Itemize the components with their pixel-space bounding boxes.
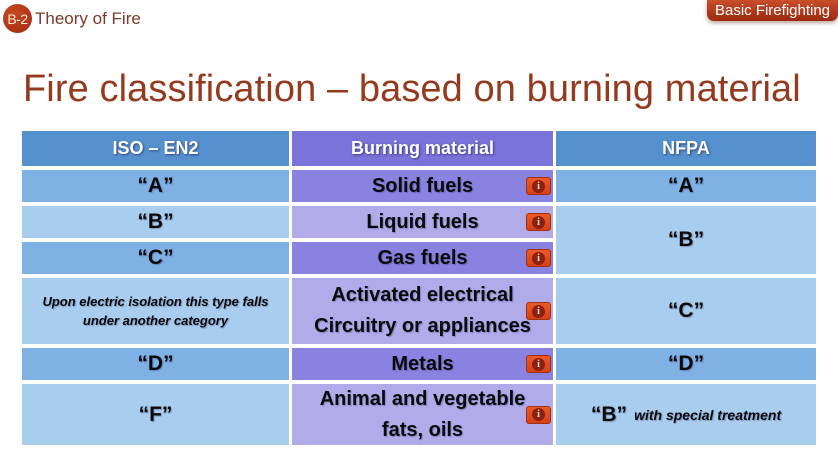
cell-nfpa-a: “A” [556,170,816,202]
cell-iso-c: “C” [22,242,289,274]
info-icon-liquid-fuels[interactable]: i [526,213,551,231]
cell-iso-f: “F” [22,384,289,445]
info-icon-solid-fuels[interactable]: i [526,177,551,195]
cell-iso-d: “D” [22,348,289,380]
cell-nfpa-b-special-note: with special treatment [634,406,782,423]
cell-nfpa-b-merged: “B” [556,206,816,274]
cell-burning-metals: Metals i [292,348,553,380]
slide-title: Fire classification – based on burning m… [23,68,801,110]
cell-burning-electrical-text: Activated electrical Circuitry or applia… [314,284,531,337]
cell-iso-a: “A” [22,170,289,202]
course-ribbon-label: Basic Firefighting [714,2,831,19]
cell-iso-b: “B” [22,206,289,238]
info-icon-metals[interactable]: i [526,355,551,373]
cell-burning-gas-fuels-text: Gas fuels [377,246,468,269]
info-icon-electrical[interactable]: i [526,302,551,320]
col-header-burning-material: Burning material [292,131,553,166]
cell-iso-electric-note: Upon electric isolation this type falls … [22,278,289,344]
cell-burning-gas-fuels: Gas fuels i [292,242,553,274]
cell-burning-metals-text: Metals [391,352,454,375]
cell-nfpa-c: “C” [556,278,816,344]
lesson-badge-code: B-2 [7,10,28,27]
cell-burning-liquid-fuels-text: Liquid fuels [366,210,479,233]
cell-nfpa-b-special: “B” with special treatment [556,384,816,445]
cell-nfpa-b-special-main: “B” [590,402,628,426]
course-ribbon: Basic Firefighting [707,0,838,21]
info-icon-gas-fuels[interactable]: i [526,249,551,267]
col-header-iso-en2: ISO – EN2 [22,131,289,166]
lesson-title: Theory of Fire [35,8,141,28]
lesson-badge: B-2 Theory of Fire [3,4,141,33]
cell-burning-liquid-fuels: Liquid fuels i [292,206,553,238]
lesson-badge-circle: B-2 [3,4,32,33]
cell-burning-solid-fuels-text: Solid fuels [371,174,474,197]
fire-classification-table: ISO – EN2 Burning material NFPA “A” Soli… [22,131,816,445]
col-header-nfpa: NFPA [556,131,816,166]
cell-nfpa-d: “D” [556,348,816,380]
cell-burning-fats-oils: Animal and vegetable fats, oils i [292,384,553,445]
cell-burning-solid-fuels: Solid fuels i [292,170,553,202]
info-icon-fats-oils[interactable]: i [526,405,551,424]
cell-burning-electrical: Activated electrical Circuitry or applia… [292,278,553,344]
cell-burning-fats-oils-text: Animal and vegetable fats, oils [319,387,526,441]
